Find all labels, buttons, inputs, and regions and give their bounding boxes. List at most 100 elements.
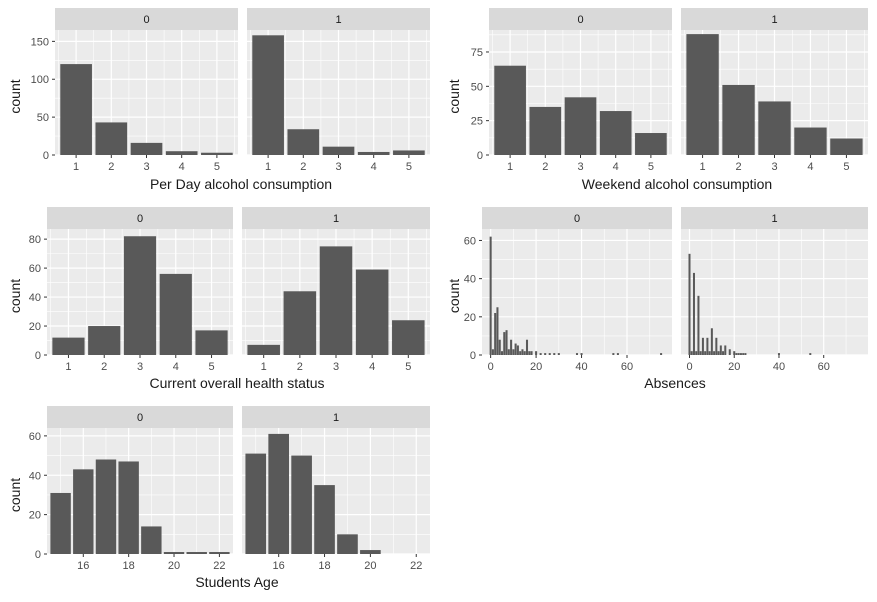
bar [744, 353, 747, 355]
y-tick-label: 0 [35, 350, 41, 362]
x-tick-label: 4 [173, 361, 179, 373]
y-tick-label: 75 [471, 47, 483, 59]
bar [724, 345, 727, 355]
bar [580, 353, 583, 355]
x-tick-label: 22 [410, 560, 422, 572]
bar [686, 34, 719, 155]
y-axis-title: count [446, 279, 462, 313]
bar [539, 353, 542, 355]
x-tick-label: 2 [542, 161, 548, 173]
bar [118, 461, 139, 554]
y-tick-label: 60 [464, 235, 476, 247]
y-tick-label: 0 [477, 150, 483, 162]
bar [722, 84, 755, 155]
bar [728, 349, 731, 355]
bar [695, 351, 698, 355]
bar [393, 150, 425, 155]
x-tick-label: 60 [818, 361, 830, 373]
bar [739, 353, 742, 355]
x-axis-title: Weekend alcohol consumption [582, 176, 772, 192]
x-tick-label: 0 [686, 361, 692, 373]
facet-walc-1: 1 1 2 3 4 5 [681, 8, 868, 173]
chart-health: 0 1 2 3 4 5 0 20 40 60 80 1 1 2 3 4 5 Current overall hea… [7, 207, 430, 391]
facet-strip-label: 0 [574, 213, 580, 225]
facet-strip-label: 1 [335, 14, 341, 26]
y-axis-title: count [446, 79, 462, 113]
bar [722, 351, 725, 355]
bar [209, 552, 230, 554]
bar [507, 349, 510, 355]
bar [319, 246, 353, 355]
bar [510, 339, 513, 355]
bar [523, 351, 526, 355]
bar [50, 492, 71, 554]
bar [496, 307, 499, 355]
x-tick-label: 5 [843, 161, 849, 173]
bar [697, 295, 700, 355]
x-tick-label: 2 [300, 161, 306, 173]
facet-dalc-1: 1 1 2 3 4 5 [247, 8, 430, 173]
bar [268, 433, 289, 554]
x-tick-label: 3 [143, 161, 149, 173]
bar [141, 526, 162, 554]
y-tick-label: 40 [29, 470, 41, 482]
bar [564, 97, 597, 155]
facet-age-1: 1 16 18 20 22 [242, 406, 430, 572]
bar [575, 353, 579, 355]
bar [195, 330, 228, 355]
bar [758, 101, 791, 155]
x-tick-label: 3 [577, 161, 583, 173]
bar [529, 106, 562, 155]
x-tick-label: 4 [613, 161, 619, 173]
bar [360, 550, 381, 554]
facet-strip-label: 0 [137, 412, 143, 424]
x-tick-label: 18 [123, 560, 135, 572]
x-tick-label: 1 [73, 161, 79, 173]
y-tick-label: 100 [31, 74, 49, 86]
bar [392, 320, 425, 355]
facet-health-0: 0 1 2 3 4 5 0 20 40 60 80 [29, 207, 233, 373]
bar [505, 330, 508, 355]
bar [706, 337, 709, 355]
x-tick-label: 5 [406, 161, 412, 173]
bar [699, 351, 702, 355]
bar [287, 129, 320, 155]
facet-strip [47, 207, 233, 229]
bar [201, 152, 233, 155]
bar [733, 351, 736, 355]
facet-absences-1: 1 0 20 40 60 [681, 207, 868, 373]
facet-strip [681, 8, 868, 30]
x-tick-label: 20 [364, 560, 376, 572]
x-tick-label: 1 [65, 361, 71, 373]
x-tick-label: 3 [137, 361, 143, 373]
x-tick-label: 20 [168, 560, 180, 572]
x-tick-label: 4 [371, 161, 377, 173]
x-tick-label: 1 [261, 361, 267, 373]
x-tick-label: 3 [333, 361, 339, 373]
panel-background [482, 229, 672, 355]
bar [291, 455, 312, 554]
x-tick-label: 40 [773, 361, 785, 373]
bar [794, 127, 827, 155]
x-tick-label: 22 [213, 560, 225, 572]
bar [95, 459, 117, 554]
y-axis-title: count [7, 279, 23, 313]
bar [494, 65, 526, 155]
bar [514, 343, 517, 355]
x-tick-label: 5 [405, 361, 411, 373]
bar [690, 351, 693, 355]
facet-strip [482, 207, 672, 229]
bar [516, 345, 519, 355]
bar [553, 353, 556, 355]
x-tick-label: 2 [101, 361, 107, 373]
bar [830, 138, 863, 155]
x-tick-label: 2 [297, 361, 303, 373]
bar [535, 351, 538, 355]
bar [314, 485, 335, 554]
bar [616, 353, 619, 355]
bar [719, 345, 722, 355]
facet-strip-label: 1 [771, 213, 777, 225]
